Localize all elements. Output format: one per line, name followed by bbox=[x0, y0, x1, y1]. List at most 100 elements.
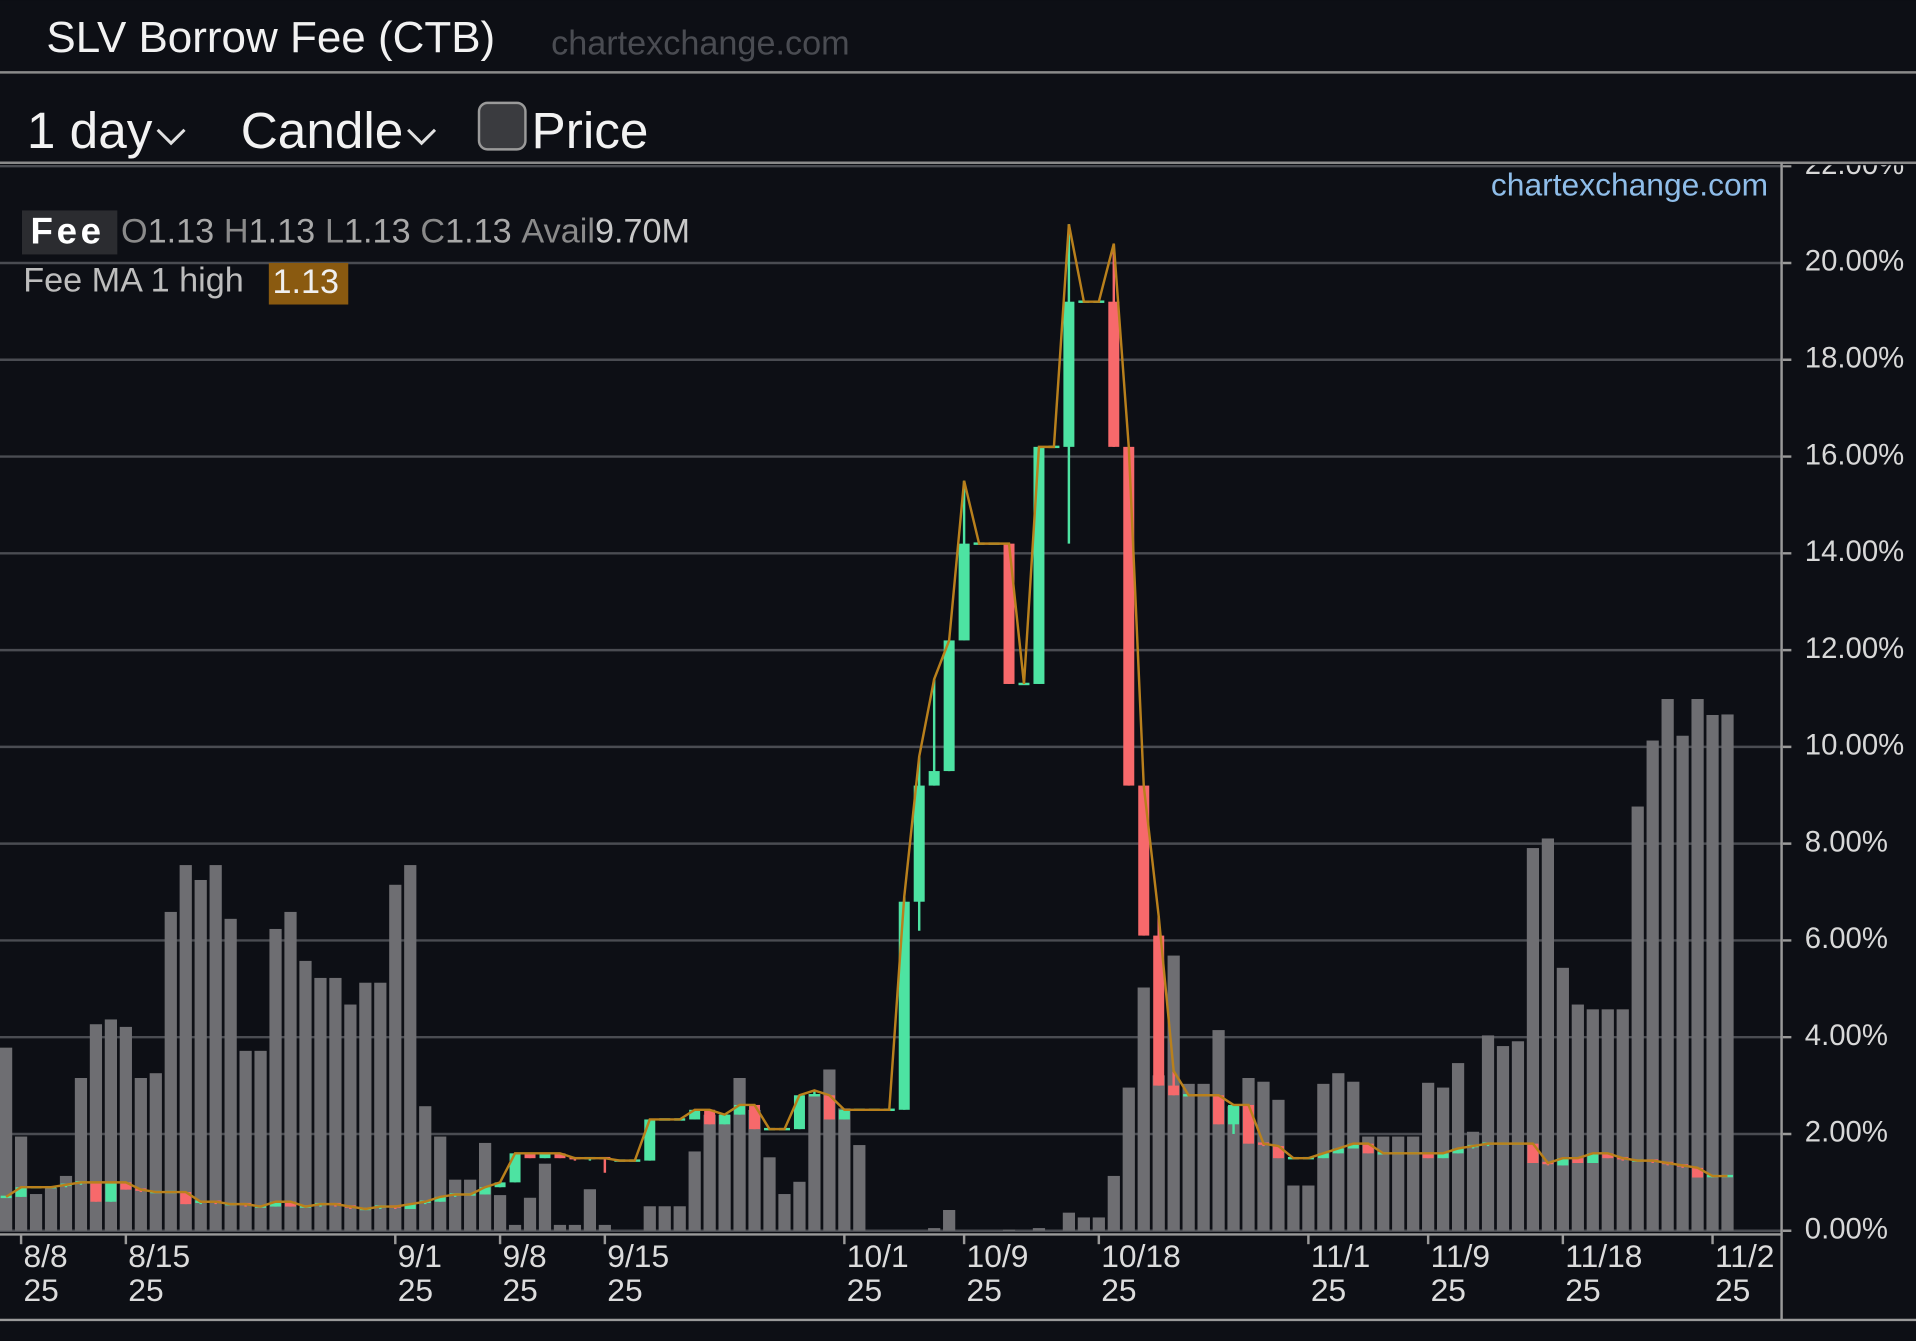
avail-bar bbox=[89, 1024, 103, 1231]
avail-bar bbox=[149, 1073, 162, 1231]
avail-bar bbox=[224, 918, 237, 1231]
avail-bar bbox=[1287, 1185, 1300, 1231]
y-tick-label: 18.00% bbox=[1805, 342, 1904, 375]
candle-body bbox=[509, 1153, 521, 1183]
avail-bar bbox=[209, 865, 222, 1231]
candle-body bbox=[1272, 1146, 1284, 1159]
site-name: chartexchange.com bbox=[551, 25, 850, 63]
avail-bar bbox=[1706, 714, 1719, 1231]
tick-line: 25 bbox=[967, 1272, 1002, 1308]
avail-bar bbox=[1407, 1136, 1420, 1231]
avail-bar bbox=[164, 911, 177, 1231]
legend-key: O bbox=[121, 213, 148, 251]
style-label[interactable]: Candle bbox=[241, 102, 404, 159]
candle-body bbox=[285, 1201, 297, 1207]
avail-bar bbox=[449, 1179, 462, 1231]
avail-bar bbox=[179, 865, 192, 1231]
avail-bar bbox=[733, 1077, 746, 1231]
x-tick-label: 9/1 25 bbox=[398, 1238, 442, 1308]
avail-bar bbox=[1496, 1046, 1510, 1231]
avail-bar bbox=[1032, 1228, 1046, 1231]
avail-bar bbox=[419, 1106, 432, 1231]
candle-body bbox=[913, 785, 925, 902]
avail-bar bbox=[1092, 1217, 1105, 1231]
y-tick-label: 16.00% bbox=[1805, 438, 1904, 471]
avail-bar bbox=[793, 1181, 806, 1231]
candle-body bbox=[1362, 1143, 1374, 1154]
avail-bar bbox=[943, 1210, 956, 1231]
avail-bar bbox=[508, 1224, 522, 1231]
tick-line: 9/1 bbox=[398, 1238, 442, 1274]
avail-bars bbox=[0, 699, 1734, 1231]
tick-line: 25 bbox=[607, 1272, 642, 1308]
tick-line: 25 bbox=[1715, 1272, 1750, 1308]
chevron[interactable] bbox=[407, 128, 437, 146]
avail-bar bbox=[1002, 1229, 1016, 1231]
avail-bar bbox=[643, 1206, 656, 1231]
candle-body bbox=[1437, 1153, 1449, 1159]
legend-values: O1.13 H1.13 L1.13 C1.13 Avail9.70M bbox=[121, 213, 690, 251]
avail-bar bbox=[1451, 1063, 1465, 1231]
avail-bar bbox=[329, 977, 342, 1231]
avail-bar bbox=[538, 1163, 552, 1231]
avail-bar bbox=[1541, 838, 1555, 1231]
candle-body bbox=[704, 1109, 716, 1125]
price-checkbox[interactable] bbox=[477, 101, 527, 151]
legend-value: 1.13 bbox=[344, 213, 411, 251]
avail-bar bbox=[748, 1109, 761, 1231]
avail-bar bbox=[404, 865, 417, 1231]
x-tick-label: 8/15 25 bbox=[128, 1238, 190, 1308]
candle-body bbox=[90, 1182, 102, 1202]
y-tick-label: 14.00% bbox=[1805, 535, 1904, 568]
avail-bar bbox=[59, 1175, 73, 1231]
avail-bar bbox=[1466, 1131, 1480, 1231]
candle-body bbox=[120, 1182, 132, 1190]
style-select[interactable]: Candle bbox=[241, 102, 437, 159]
chevron[interactable] bbox=[156, 128, 186, 146]
legend-value: 1.13 bbox=[445, 213, 512, 251]
tick-line: 25 bbox=[503, 1272, 538, 1308]
avail-bar bbox=[1152, 1075, 1165, 1231]
avail-bar bbox=[688, 1151, 701, 1231]
avail-bar bbox=[14, 1136, 28, 1231]
candle-body bbox=[1692, 1167, 1704, 1178]
candle-body bbox=[689, 1109, 701, 1120]
avail-bar bbox=[673, 1206, 686, 1231]
avail-bar bbox=[254, 1050, 267, 1231]
interval-select[interactable]: 1 day bbox=[27, 102, 186, 159]
candle-body bbox=[1347, 1143, 1359, 1149]
avail-bar bbox=[344, 1004, 357, 1231]
y-tick-label: 10.00% bbox=[1805, 729, 1904, 762]
watermark: chartexchange.com bbox=[1491, 167, 1768, 203]
candle-body bbox=[15, 1187, 27, 1197]
x-tick-label: 11/1 25 bbox=[1311, 1238, 1370, 1308]
y-ticks: 0.00% 2.00% 4.00% 6.00% 8.00% 10.00% 12.00% 14.… bbox=[1782, 165, 1904, 1241]
avail-bar bbox=[314, 977, 327, 1231]
avail-bar bbox=[1691, 699, 1704, 1231]
ma-legend: Fee MA 1 high bbox=[23, 262, 244, 300]
x-tick-label: 10/1 25 bbox=[847, 1238, 909, 1308]
avail-bar bbox=[299, 960, 312, 1231]
tick-line: 25 bbox=[1311, 1272, 1346, 1308]
avail-bar bbox=[838, 1108, 851, 1231]
candle-body bbox=[105, 1182, 117, 1202]
candle-body bbox=[1527, 1143, 1539, 1164]
candle-body bbox=[943, 640, 955, 772]
candle-body bbox=[1602, 1153, 1614, 1159]
avail-bar bbox=[1526, 848, 1540, 1231]
candle-body bbox=[793, 1095, 805, 1130]
y-tick-label: 2.00% bbox=[1805, 1116, 1888, 1149]
interval-label[interactable]: 1 day bbox=[27, 102, 153, 159]
y-tick-label: 4.00% bbox=[1805, 1019, 1888, 1052]
price-label[interactable]: Price bbox=[532, 102, 649, 159]
legend-value: 1.13 bbox=[249, 213, 316, 251]
avail-bar bbox=[0, 1047, 13, 1231]
candle-body bbox=[1123, 446, 1135, 786]
avail-bar bbox=[1646, 740, 1659, 1231]
x-tick-label: 10/9 25 bbox=[967, 1238, 1029, 1308]
avail-bar bbox=[718, 1114, 731, 1231]
y-tick-label: 8.00% bbox=[1805, 825, 1888, 858]
candle-body bbox=[524, 1153, 536, 1159]
tick-line: 9/15 bbox=[607, 1238, 669, 1274]
avail-bar bbox=[1377, 1136, 1390, 1231]
